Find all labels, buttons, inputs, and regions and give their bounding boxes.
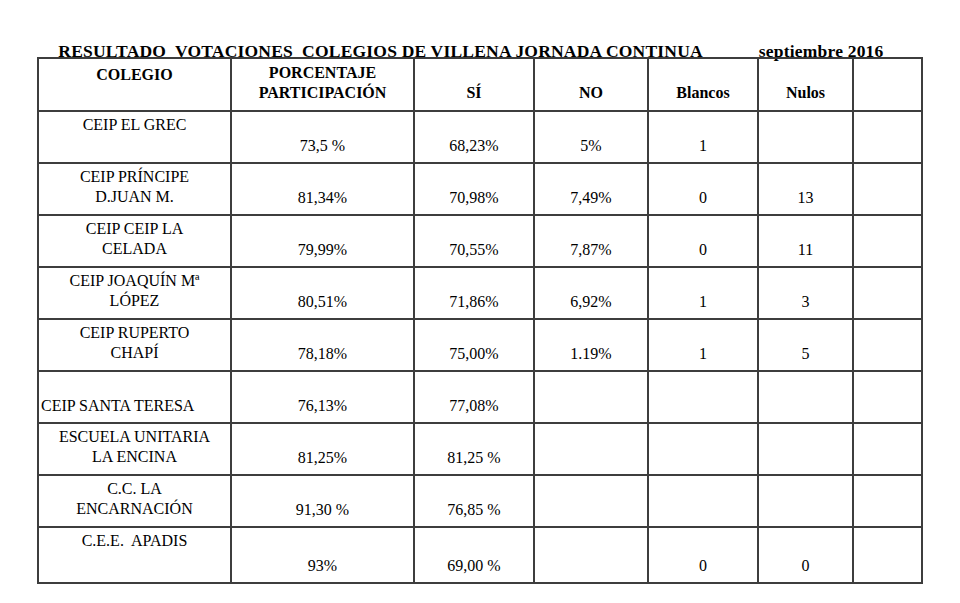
value-cell: 0 bbox=[648, 527, 758, 583]
colegio-cell: CEIP CEIP LA CELADA bbox=[38, 215, 231, 267]
value-cell bbox=[534, 371, 648, 423]
colegio-cell: ESCUELA UNITARIA LA ENCINA bbox=[38, 423, 231, 475]
value-cell: 5 bbox=[758, 319, 853, 371]
colegio-cell: C.E.E. APADIS bbox=[38, 527, 231, 583]
value-cell: 1.19% bbox=[534, 319, 648, 371]
value-cell: 73,5 % bbox=[231, 111, 414, 163]
value-cell: 91,30 % bbox=[231, 475, 414, 527]
table-row: CEIP JOAQUÍN Mª LÓPEZ80,51%71,86%6,92%13 bbox=[38, 267, 922, 319]
value-cell bbox=[853, 527, 922, 583]
header-no: NO bbox=[534, 58, 648, 111]
value-cell bbox=[853, 371, 922, 423]
colegio-cell: C.C. LA ENCARNACIÓN bbox=[38, 475, 231, 527]
colegio-cell: CEIP EL GREC bbox=[38, 111, 231, 163]
table-body: CEIP EL GREC73,5 %68,23%5%1CEIP PRÍNCIPE… bbox=[38, 111, 922, 583]
colegio-cell: CEIP SANTA TERESA bbox=[38, 371, 231, 423]
table-row: CEIP PRÍNCIPE D.JUAN M.81,34%70,98%7,49%… bbox=[38, 163, 922, 215]
value-cell bbox=[853, 163, 922, 215]
value-cell: 76,85 % bbox=[414, 475, 534, 527]
value-cell bbox=[853, 267, 922, 319]
header-blancos: Blancos bbox=[648, 58, 758, 111]
table-row: CEIP EL GREC73,5 %68,23%5%1 bbox=[38, 111, 922, 163]
header-row: COLEGIO PORCENTAJE PARTICIPACIÓN SÍ NO B… bbox=[38, 58, 922, 111]
value-cell: 81,25 % bbox=[414, 423, 534, 475]
header-nulos: Nulos bbox=[758, 58, 853, 111]
value-cell: 7,87% bbox=[534, 215, 648, 267]
value-cell bbox=[758, 111, 853, 163]
value-cell bbox=[758, 475, 853, 527]
value-cell: 1 bbox=[648, 319, 758, 371]
value-cell bbox=[534, 475, 648, 527]
value-cell bbox=[853, 215, 922, 267]
value-cell: 80,51% bbox=[231, 267, 414, 319]
value-cell bbox=[648, 475, 758, 527]
table-row: ESCUELA UNITARIA LA ENCINA81,25%81,25 % bbox=[38, 423, 922, 475]
value-cell: 77,08% bbox=[414, 371, 534, 423]
header-empty bbox=[853, 58, 922, 111]
value-cell: 0 bbox=[758, 527, 853, 583]
value-cell: 1 bbox=[648, 111, 758, 163]
colegio-cell: CEIP PRÍNCIPE D.JUAN M. bbox=[38, 163, 231, 215]
value-cell: 69,00 % bbox=[414, 527, 534, 583]
table-header: COLEGIO PORCENTAJE PARTICIPACIÓN SÍ NO B… bbox=[38, 58, 922, 111]
value-cell: 1 bbox=[648, 267, 758, 319]
value-cell bbox=[853, 475, 922, 527]
value-cell: 79,99% bbox=[231, 215, 414, 267]
value-cell: 75,00% bbox=[414, 319, 534, 371]
colegio-cell: CEIP RUPERTO CHAPÍ bbox=[38, 319, 231, 371]
table-row: CEIP RUPERTO CHAPÍ78,18%75,00%1.19%15 bbox=[38, 319, 922, 371]
value-cell: 81,25% bbox=[231, 423, 414, 475]
value-cell bbox=[534, 527, 648, 583]
value-cell: 81,34% bbox=[231, 163, 414, 215]
value-cell: 6,92% bbox=[534, 267, 648, 319]
value-cell: 76,13% bbox=[231, 371, 414, 423]
value-cell bbox=[758, 423, 853, 475]
value-cell: 5% bbox=[534, 111, 648, 163]
header-porcentaje-participacion: PORCENTAJE PARTICIPACIÓN bbox=[231, 58, 414, 111]
value-cell: 93% bbox=[231, 527, 414, 583]
value-cell: 68,23% bbox=[414, 111, 534, 163]
value-cell: 3 bbox=[758, 267, 853, 319]
header-si: SÍ bbox=[414, 58, 534, 111]
value-cell: 71,86% bbox=[414, 267, 534, 319]
value-cell bbox=[648, 423, 758, 475]
value-cell bbox=[853, 423, 922, 475]
colegio-cell: CEIP JOAQUÍN Mª LÓPEZ bbox=[38, 267, 231, 319]
value-cell bbox=[853, 111, 922, 163]
results-table: COLEGIO PORCENTAJE PARTICIPACIÓN SÍ NO B… bbox=[37, 57, 923, 584]
value-cell bbox=[648, 371, 758, 423]
header-colegio: COLEGIO bbox=[38, 58, 231, 111]
value-cell: 70,98% bbox=[414, 163, 534, 215]
value-cell bbox=[853, 319, 922, 371]
value-cell: 0 bbox=[648, 215, 758, 267]
table-row: CEIP CEIP LA CELADA79,99%70,55%7,87%011 bbox=[38, 215, 922, 267]
value-cell: 70,55% bbox=[414, 215, 534, 267]
value-cell: 78,18% bbox=[231, 319, 414, 371]
value-cell bbox=[534, 423, 648, 475]
value-cell: 11 bbox=[758, 215, 853, 267]
value-cell: 13 bbox=[758, 163, 853, 215]
value-cell bbox=[758, 371, 853, 423]
table-row: C.E.E. APADIS93%69,00 % 00 bbox=[38, 527, 922, 583]
value-cell: 0 bbox=[648, 163, 758, 215]
table-row: CEIP SANTA TERESA76,13%77,08% bbox=[38, 371, 922, 423]
value-cell: 7,49% bbox=[534, 163, 648, 215]
table-row: C.C. LA ENCARNACIÓN91,30 %76,85 % bbox=[38, 475, 922, 527]
document-page: RESULTADO VOTACIONES COLEGIOS DE VILLENA… bbox=[0, 0, 960, 603]
